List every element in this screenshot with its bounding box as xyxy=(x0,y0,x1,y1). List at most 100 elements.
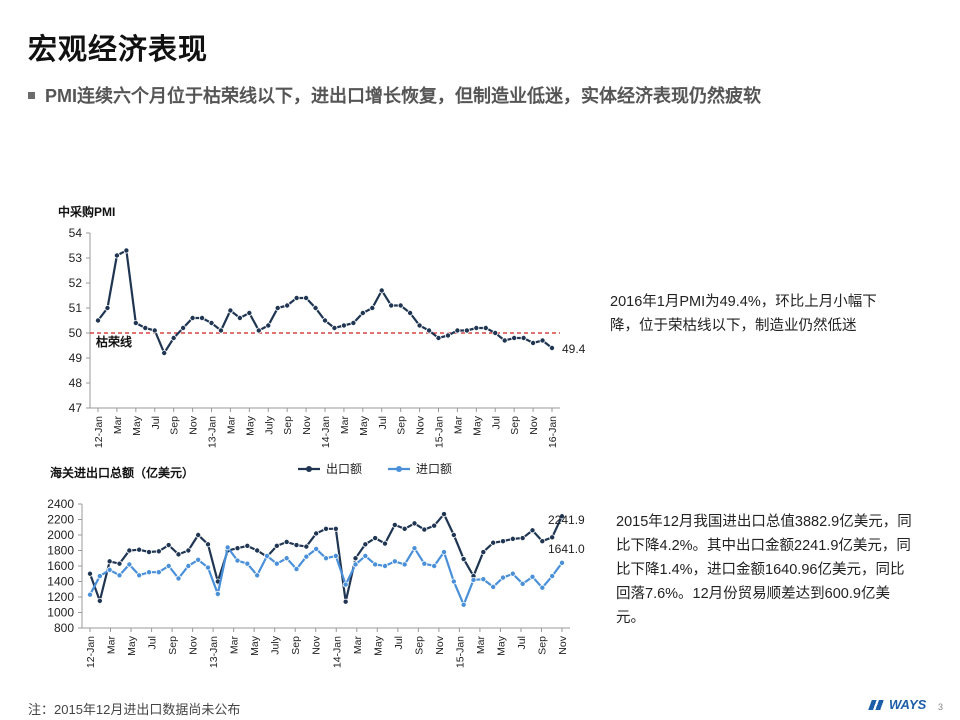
y-tick-label: 1000 xyxy=(47,606,74,620)
x-tick-label: 14-Jan xyxy=(331,636,343,668)
y-tick-label: 2000 xyxy=(47,528,74,542)
y-tick-label: 1800 xyxy=(47,544,74,558)
data-point-0 xyxy=(391,521,398,528)
data-point-0 xyxy=(283,538,290,545)
data-point-0 xyxy=(401,525,408,532)
data-point-0 xyxy=(530,339,537,346)
x-tick-label: May xyxy=(131,415,143,436)
x-tick-label: Nov xyxy=(311,635,323,654)
data-point-0 xyxy=(435,334,442,341)
y-tick-label: 1600 xyxy=(47,559,74,573)
pmi-note: 2016年1月PMI为49.4%，环比上月小幅下降，位于荣枯线以下，制造业仍然低… xyxy=(610,294,877,334)
legend-marker-0 xyxy=(306,466,312,472)
data-point-0 xyxy=(480,549,487,556)
data-point-1 xyxy=(155,569,162,576)
data-point-0 xyxy=(234,545,241,552)
data-point-1 xyxy=(470,576,477,583)
data-point-0 xyxy=(492,329,499,336)
y-tick-label: 48 xyxy=(69,376,83,390)
data-point-1 xyxy=(529,573,536,580)
data-point-0 xyxy=(265,322,272,329)
data-point-0 xyxy=(123,247,130,254)
trade-note: 2015年12月我国进出口总值3882.9亿美元，同比下降4.2%。其中出口金额… xyxy=(616,514,912,626)
data-point-0 xyxy=(460,556,467,563)
data-point-1 xyxy=(391,558,398,565)
x-tick-label: Mar xyxy=(106,636,118,655)
chart-title: 中采购PMI xyxy=(58,204,115,219)
data-point-0 xyxy=(208,320,215,327)
data-point-1 xyxy=(381,563,388,570)
data-point-1 xyxy=(372,561,379,568)
data-point-1 xyxy=(165,563,172,570)
data-point-0 xyxy=(482,324,489,331)
data-point-1 xyxy=(283,555,290,562)
data-point-0 xyxy=(170,334,177,341)
data-point-0 xyxy=(322,525,329,532)
x-tick-label: May xyxy=(495,635,507,656)
y-tick-label: 53 xyxy=(69,251,83,265)
data-point-1 xyxy=(214,590,221,597)
data-point-0 xyxy=(529,527,536,534)
data-point-1 xyxy=(509,570,516,577)
data-point-0 xyxy=(313,530,320,537)
data-point-1 xyxy=(401,561,408,568)
data-point-0 xyxy=(440,511,447,518)
data-point-0 xyxy=(369,305,376,312)
data-point-0 xyxy=(416,322,423,329)
data-point-0 xyxy=(293,542,300,549)
x-tick-label: Jul xyxy=(393,636,405,649)
import-end-label: 1641.0 xyxy=(548,542,585,556)
x-tick-label: Jul xyxy=(147,636,159,649)
data-point-0 xyxy=(96,597,103,604)
x-tick-label: Sep xyxy=(396,416,408,435)
data-point-0 xyxy=(132,320,139,327)
data-point-1 xyxy=(195,556,202,563)
data-point-0 xyxy=(331,324,338,331)
data-point-0 xyxy=(246,310,253,317)
data-point-0 xyxy=(204,541,211,548)
data-point-0 xyxy=(113,252,120,259)
data-point-0 xyxy=(407,310,414,317)
data-point-1 xyxy=(411,545,418,552)
data-point-0 xyxy=(378,287,385,294)
data-point-0 xyxy=(195,532,202,539)
data-point-0 xyxy=(189,315,196,322)
x-tick-label: 13-Jan xyxy=(207,416,219,448)
x-tick-label: Sep xyxy=(413,636,425,655)
legend-label-0: 出口额 xyxy=(326,462,362,476)
data-point-0 xyxy=(161,349,168,356)
x-tick-label: May xyxy=(249,635,261,656)
x-tick-label: Nov xyxy=(528,415,540,434)
x-tick-label: July xyxy=(270,635,282,654)
data-point-0 xyxy=(312,305,319,312)
x-tick-label: July xyxy=(263,415,275,434)
data-point-1 xyxy=(234,557,241,564)
bullet-icon xyxy=(28,91,35,99)
data-point-1 xyxy=(303,553,310,560)
x-tick-label: May xyxy=(126,635,138,656)
page-title: 宏观经济表现 xyxy=(28,34,209,66)
x-tick-label: Nov xyxy=(188,415,200,434)
data-point-1 xyxy=(460,601,467,608)
x-tick-label: Mar xyxy=(112,416,124,435)
x-tick-label: Nov xyxy=(188,635,200,654)
x-tick-label: Sep xyxy=(509,416,521,435)
data-point-0 xyxy=(490,539,497,546)
x-tick-label: Mar xyxy=(475,636,487,655)
data-point-1 xyxy=(273,560,280,567)
x-tick-label: Sep xyxy=(290,636,302,655)
y-tick-label: 50 xyxy=(69,326,83,340)
data-point-0 xyxy=(342,598,349,605)
data-point-1 xyxy=(549,573,556,580)
data-point-1 xyxy=(480,576,487,583)
data-point-0 xyxy=(511,334,518,341)
data-point-1 xyxy=(293,566,300,573)
x-tick-label: 14-Jan xyxy=(320,416,332,448)
data-point-0 xyxy=(106,558,113,565)
data-point-1 xyxy=(244,560,251,567)
data-point-0 xyxy=(151,327,158,334)
data-point-0 xyxy=(473,324,480,331)
data-point-0 xyxy=(411,520,418,527)
data-point-1 xyxy=(87,591,94,598)
data-point-1 xyxy=(313,545,320,552)
